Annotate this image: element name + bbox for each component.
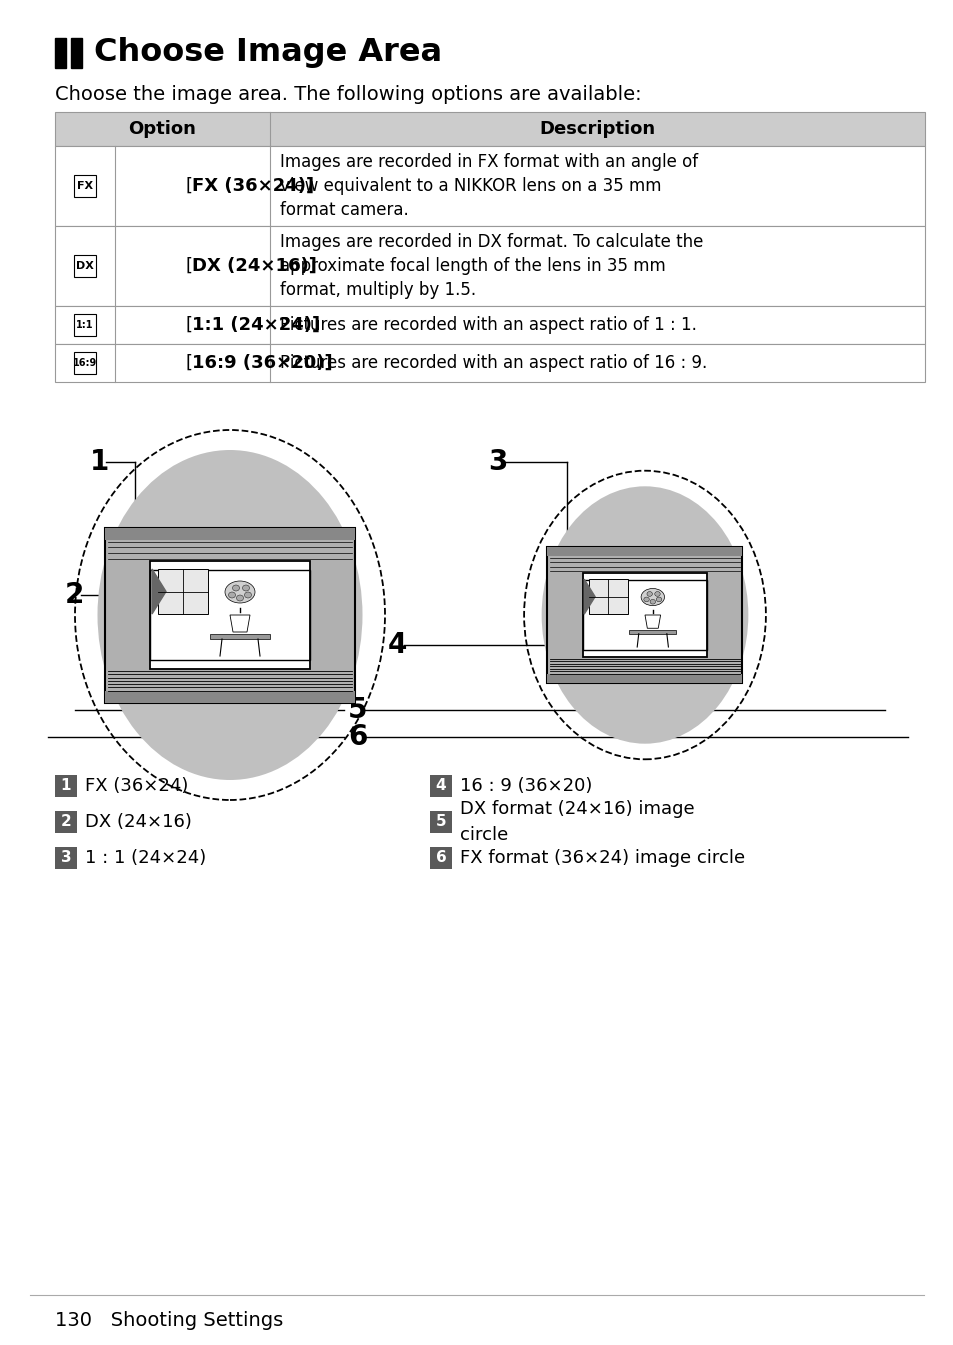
Bar — [430, 847, 452, 869]
Text: 16:9 (36×20)]: 16:9 (36×20)] — [193, 354, 333, 373]
Bar — [582, 580, 707, 650]
Text: DX (24×16): DX (24×16) — [85, 812, 192, 831]
Text: [: [ — [185, 354, 193, 373]
Polygon shape — [152, 569, 166, 615]
Text: Pictures are recorded with an aspect ratio of 16 : 9.: Pictures are recorded with an aspect rat… — [280, 354, 706, 373]
Text: 16:9: 16:9 — [72, 358, 97, 369]
Bar — [55, 775, 77, 798]
Text: 16 : 9 (36×20): 16 : 9 (36×20) — [459, 777, 592, 795]
Text: Choose the image area. The following options are available:: Choose the image area. The following opt… — [55, 85, 641, 104]
Text: 1:1 (24×24)]: 1:1 (24×24)] — [193, 316, 320, 334]
Text: 1:1: 1:1 — [76, 320, 93, 330]
Text: Description: Description — [538, 120, 655, 139]
Text: DX (24×16)]: DX (24×16)] — [193, 257, 317, 274]
Text: [: [ — [185, 316, 193, 334]
Text: 1: 1 — [90, 448, 110, 476]
Text: 6: 6 — [436, 850, 446, 865]
Bar — [55, 811, 77, 833]
Bar — [55, 147, 924, 226]
Text: 130   Shooting Settings: 130 Shooting Settings — [55, 1310, 283, 1329]
Text: 5: 5 — [436, 815, 446, 830]
Bar — [582, 573, 707, 658]
Text: DX format (24×16) image
circle: DX format (24×16) image circle — [459, 800, 694, 843]
Bar — [55, 344, 924, 382]
Bar — [105, 527, 355, 539]
Text: 2: 2 — [65, 581, 84, 609]
Text: [: [ — [185, 178, 193, 195]
Text: Pictures are recorded with an aspect ratio of 1 : 1.: Pictures are recorded with an aspect rat… — [280, 316, 696, 334]
Text: 4: 4 — [436, 779, 446, 794]
Bar — [629, 629, 676, 633]
Bar — [158, 569, 208, 615]
Bar — [105, 690, 355, 702]
Ellipse shape — [244, 592, 252, 599]
Text: 3: 3 — [488, 448, 507, 476]
Bar — [74, 352, 96, 374]
Text: Option: Option — [129, 120, 196, 139]
Bar — [74, 313, 96, 336]
Bar — [55, 112, 924, 147]
Text: Images are recorded in FX format with an angle of
view equivalent to a NIKKOR le: Images are recorded in FX format with an… — [280, 153, 698, 219]
Bar — [588, 580, 627, 615]
Bar — [547, 547, 741, 683]
Polygon shape — [583, 580, 595, 615]
Text: 2: 2 — [61, 815, 71, 830]
Bar — [71, 38, 82, 69]
Bar — [547, 547, 741, 555]
Text: FX format (36×24) image circle: FX format (36×24) image circle — [459, 849, 744, 868]
Text: 6: 6 — [348, 724, 367, 751]
Bar — [150, 561, 310, 668]
Bar — [74, 175, 96, 196]
Bar — [105, 527, 355, 702]
Text: FX: FX — [77, 182, 93, 191]
Ellipse shape — [646, 592, 652, 596]
Ellipse shape — [229, 592, 235, 599]
Bar — [55, 226, 924, 307]
Text: FX (36×24)]: FX (36×24)] — [193, 178, 314, 195]
Text: 5: 5 — [348, 695, 367, 724]
Bar — [55, 307, 924, 344]
Text: 1 : 1 (24×24): 1 : 1 (24×24) — [85, 849, 206, 868]
Text: Images are recorded in DX format. To calculate the
approximate focal length of t: Images are recorded in DX format. To cal… — [280, 233, 702, 300]
Text: 3: 3 — [61, 850, 71, 865]
Text: [: [ — [185, 257, 193, 274]
Polygon shape — [230, 615, 250, 632]
Bar — [430, 775, 452, 798]
Ellipse shape — [643, 597, 649, 601]
Bar — [430, 811, 452, 833]
Bar — [210, 633, 270, 639]
Text: Choose Image Area: Choose Image Area — [94, 38, 441, 69]
Ellipse shape — [640, 589, 664, 605]
Polygon shape — [644, 615, 659, 628]
Text: 1: 1 — [61, 779, 71, 794]
Bar — [74, 256, 96, 277]
Ellipse shape — [656, 597, 661, 601]
Ellipse shape — [654, 592, 659, 596]
Ellipse shape — [225, 581, 254, 603]
Ellipse shape — [649, 600, 655, 604]
Ellipse shape — [541, 487, 747, 744]
Text: DX: DX — [76, 261, 93, 270]
Bar — [150, 570, 310, 660]
Ellipse shape — [97, 451, 362, 780]
Ellipse shape — [233, 585, 239, 590]
Text: FX (36×24): FX (36×24) — [85, 777, 188, 795]
Ellipse shape — [242, 585, 250, 590]
Ellipse shape — [236, 594, 243, 601]
Bar — [55, 847, 77, 869]
Text: 4: 4 — [388, 631, 407, 659]
Bar — [547, 674, 741, 683]
Bar — [55, 38, 66, 69]
